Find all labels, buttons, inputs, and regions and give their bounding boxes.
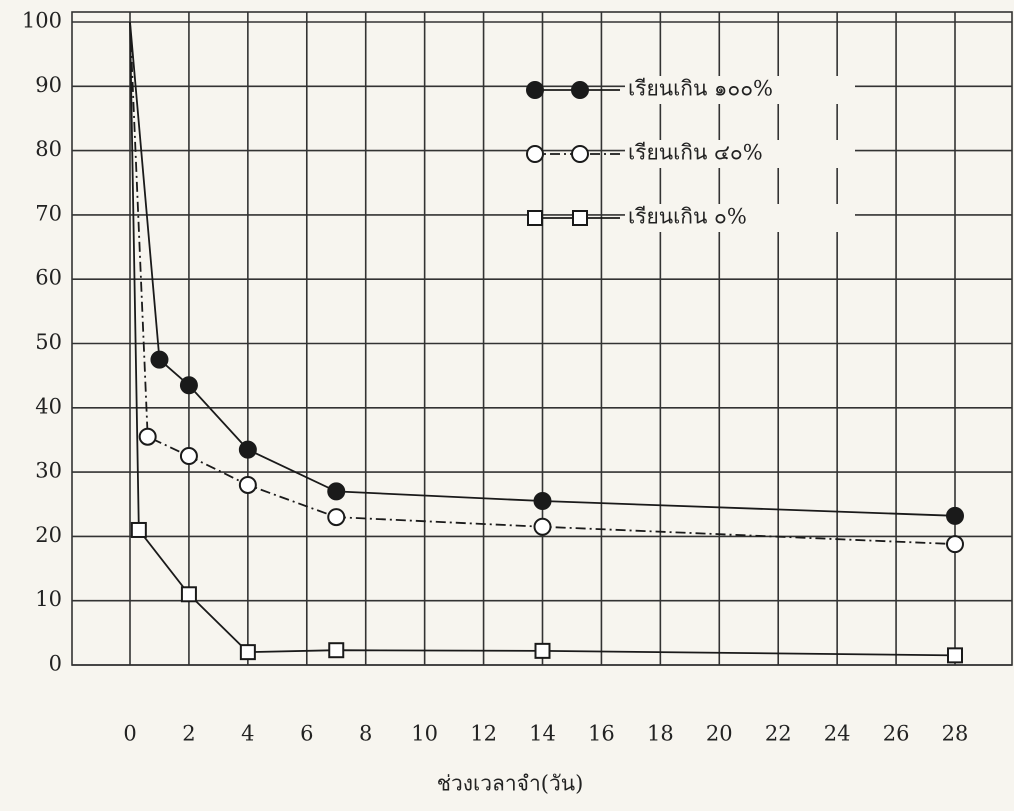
y-tick-label: 80	[35, 137, 62, 161]
legend-marker	[527, 82, 543, 98]
y-tick-label: 60	[35, 266, 62, 290]
data-point	[240, 442, 256, 458]
x-tick-label: 6	[300, 722, 313, 746]
x-tick-label: 20	[706, 722, 733, 746]
x-tick-label: 8	[359, 722, 372, 746]
data-point	[181, 377, 197, 393]
data-point	[329, 643, 343, 657]
x-tick-label: 22	[765, 722, 792, 746]
x-tick-label: 10	[411, 722, 438, 746]
legend-label: เรียนเกิน ๐%	[628, 205, 747, 229]
legend-marker	[573, 211, 587, 225]
x-tick-label: 14	[529, 722, 556, 746]
x-tick-label: 4	[241, 722, 254, 746]
legend-label: เรียนเกิน ๑๐๐%	[628, 77, 773, 101]
data-point	[181, 448, 197, 464]
data-point	[947, 536, 963, 552]
x-tick-label: 28	[942, 722, 969, 746]
data-point	[947, 508, 963, 524]
legend-marker	[572, 146, 588, 162]
chart: ช่วงเวลาจำ(วัน) 0 10 20 30 40 50 60 70 80 90 100 0 2…	[0, 0, 1014, 811]
y-tick-label: 10	[35, 587, 62, 611]
data-point	[140, 429, 156, 445]
y-tick-label: 50	[35, 330, 62, 354]
data-point	[328, 509, 344, 525]
y-tick-label: 0	[49, 652, 62, 676]
y-tick-label: 20	[35, 523, 62, 547]
legend-marker	[572, 82, 588, 98]
data-point	[241, 645, 255, 659]
data-point	[948, 648, 962, 662]
x-tick-label: 18	[647, 722, 674, 746]
data-point	[240, 477, 256, 493]
data-point	[535, 519, 551, 535]
data-point	[535, 493, 551, 509]
data-point	[132, 523, 146, 537]
legend-label: เรียนเกิน ๔๐%	[628, 141, 763, 165]
y-tick-label: 90	[35, 73, 62, 97]
x-tick-label: 24	[824, 722, 851, 746]
x-axis-label: ช่วงเวลาจำ(วัน)	[437, 772, 584, 796]
x-tick-label: 16	[588, 722, 615, 746]
y-tick-label: 100	[22, 9, 62, 33]
y-tick-label: 30	[35, 459, 62, 483]
legend-marker	[528, 211, 542, 225]
data-point	[536, 644, 550, 658]
data-point	[182, 587, 196, 601]
data-point	[328, 483, 344, 499]
x-tick-label: 12	[470, 722, 497, 746]
y-tick-label: 70	[35, 201, 62, 225]
data-point	[151, 352, 167, 368]
x-tick-label: 0	[123, 722, 136, 746]
x-tick-label: 26	[883, 722, 910, 746]
legend-marker	[527, 146, 543, 162]
x-tick-label: 2	[182, 722, 195, 746]
y-tick-label: 40	[35, 394, 62, 418]
